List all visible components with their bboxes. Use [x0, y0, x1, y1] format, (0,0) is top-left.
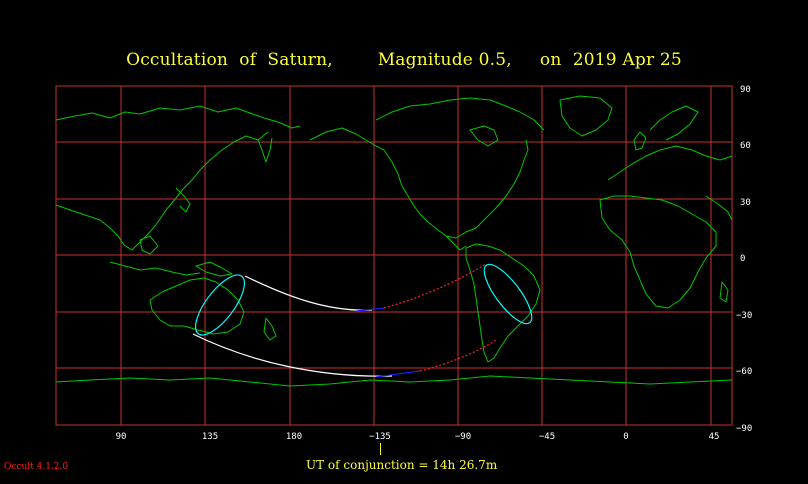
lon-label: −45 — [539, 432, 555, 442]
lon-label: 180 — [286, 432, 302, 442]
south-limit-visible — [192, 333, 393, 377]
coast-new-zealand — [263, 317, 277, 341]
occultation-path — [192, 263, 533, 378]
south-limit-daylight — [375, 370, 421, 378]
coast-scandinavia — [649, 105, 699, 141]
coast-japan — [175, 187, 191, 213]
lat-label: 30 — [740, 198, 751, 208]
coast-new-guinea — [195, 261, 233, 277]
ut-conjunction: UT of conjunction = 14h 26.7m — [306, 458, 498, 472]
lon-label: −135 — [369, 432, 391, 442]
coast-hudson — [469, 125, 499, 147]
coast-borneo — [139, 235, 159, 255]
program-version: Occult 4.1.2.0 — [4, 462, 69, 472]
coast-greenland — [559, 95, 613, 137]
title-object: Occultation of Saturn, — [126, 50, 333, 70]
coast-madagascar — [719, 281, 729, 303]
coast-south-america — [465, 243, 541, 363]
coast-indonesia — [109, 261, 201, 276]
lat-label: −90 — [736, 424, 752, 434]
north-limit-visible — [244, 275, 373, 311]
coast-antarctica — [55, 375, 733, 387]
east-rise-set-curve — [483, 263, 533, 325]
south-limit-dotted — [419, 339, 497, 372]
coast-east-asia — [55, 131, 269, 251]
coast-arabia — [705, 195, 733, 221]
lon-label: −90 — [455, 432, 471, 442]
coast-uk — [633, 131, 647, 151]
latitude-labels: 90 60 30 0 −30 −60 −90 — [736, 85, 752, 434]
coast-siberia — [55, 105, 301, 129]
coastlines — [55, 95, 733, 387]
lat-label: −60 — [736, 367, 752, 377]
coast-europe — [607, 145, 733, 181]
coast-australia — [149, 277, 245, 335]
lon-label: 135 — [202, 432, 218, 442]
lat-label: 60 — [740, 141, 751, 151]
lat-label: 90 — [740, 85, 751, 95]
lon-label: 0 — [623, 432, 628, 442]
coast-north-america — [383, 139, 529, 239]
lat-label: −30 — [736, 311, 752, 321]
north-limit-daylight — [355, 307, 385, 312]
coast-kamchatka — [257, 137, 273, 163]
coast-central-america — [445, 235, 467, 251]
lat-label: 0 — [740, 254, 745, 264]
north-limit-dotted — [383, 263, 487, 309]
longitude-labels: 90 135 180 −135 −90 −45 0 45 — [116, 432, 720, 442]
map-title: Occultation of Saturn, Magnitude 0.5, on… — [0, 50, 808, 70]
coast-africa — [599, 195, 717, 309]
graticule — [56, 86, 732, 425]
title-magnitude: Magnitude 0.5, — [377, 50, 512, 70]
coast-alaska — [309, 127, 385, 151]
lon-label: 90 — [116, 432, 127, 442]
conjunction-tick — [380, 443, 381, 455]
west-rise-set-curve — [195, 274, 245, 336]
title-date: on 2019 Apr 25 — [539, 50, 682, 70]
coast-canada-north — [375, 97, 545, 131]
lon-label: 45 — [709, 432, 720, 442]
